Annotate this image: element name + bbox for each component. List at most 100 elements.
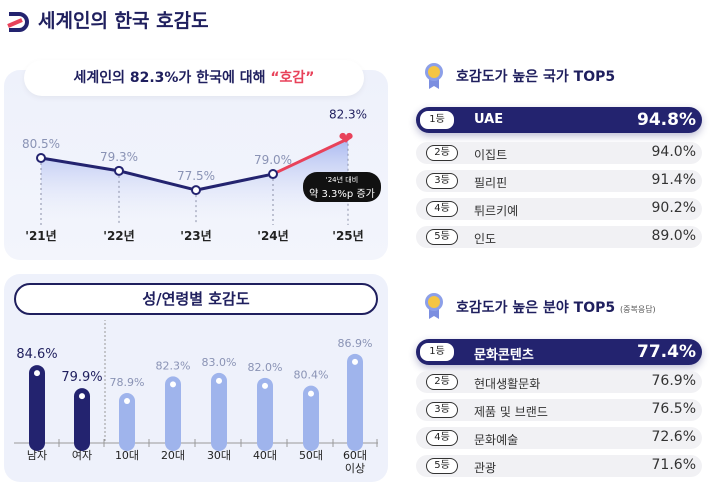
line-chart: 80.5% '21년 79.3% '22년 77.5% '23년 79.0% '24년 ❤ 82.… [22,108,367,243]
medal-icon [425,63,443,89]
rank-row: 5등 인도 89.0% [416,226,702,248]
x-tick-label: 이상 [345,462,365,475]
data-label: 79.3% [100,150,138,164]
item-name: 문화콘텐츠 [474,348,534,363]
series-segment [195,172,274,192]
x-tick-label: '24년 [257,229,288,243]
rank-row: 1등 UAE 94.8% [416,107,702,133]
item-value: 89.0% [651,228,696,244]
item-name: 튀르키예 [474,204,519,218]
item-name: 이집트 [474,148,508,162]
rank-row: 4등 튀르키예 90.2% [416,198,702,220]
data-label: 86.9% [338,337,373,350]
data-label: 79.0% [254,153,292,167]
item-name: 관광 [474,461,497,475]
data-label: 79.9% [61,370,102,385]
bar [119,393,135,451]
rank-badge: 5등 [426,458,458,474]
item-value: 90.2% [651,200,696,216]
rank-badge: 2등 [426,374,458,390]
item-name: 문화예술 [474,433,519,447]
bar-dot [262,382,268,389]
bar-dot [216,377,222,384]
bar-dot [34,370,40,377]
bar [347,353,363,451]
data-point [268,169,278,180]
item-value: 91.4% [651,172,696,188]
item-name: 현대생활문화 [474,377,541,391]
medal-icon [425,293,443,319]
callout-main: 약 3.3%p 증가 [309,189,375,200]
bar [211,372,227,451]
bar [303,385,319,451]
rank-badge: 1등 [420,343,454,361]
item-name: 인도 [474,232,497,246]
rank-badge: 1등 [420,111,454,129]
item-value: 72.6% [651,429,696,445]
item-value: 94.8% [637,110,696,130]
fields-note: (중복응답) [620,305,656,314]
data-point [36,153,46,163]
countries-title: 호감도가 높은 국가 TOP5 [456,69,616,85]
x-tick-label: 20대 [161,449,185,462]
x-tick-label: '25년 [332,229,363,243]
rank-badge: 2등 [426,145,458,161]
series-segment [118,169,197,192]
item-name: 제품 및 브랜드 [474,405,548,419]
rank-badge: 3등 [426,402,458,418]
data-point [191,185,201,196]
rank-row: 3등 필리핀 91.4% [416,170,702,192]
item-value: 94.0% [651,144,696,160]
item-value: 71.6% [651,457,696,473]
rank-badge: 3등 [426,173,458,189]
data-label: 80.5% [22,137,60,151]
data-label: 82.3% [156,359,191,372]
x-tick-label: 여자 [72,449,92,462]
x-tick-label: 남자 [27,449,47,462]
data-label: 82.0% [248,361,283,374]
series-segment [40,156,120,173]
data-point [114,165,124,176]
callout-small: '24년 대비 [325,176,359,184]
bar-dot [79,393,85,400]
rank-row: 4등 문화예술 72.6% [416,427,702,449]
bar [29,365,45,451]
x-tick-label: 50대 [299,449,323,462]
fields-title: 호감도가 높은 분야 TOP5 (중복응답) [456,297,656,317]
bar-chart: 84.6% 남자 79.9% 여자 78.9% 10대 82.3% 20대 83.0% 30대 82… [14,320,378,475]
rank-row: 5등 관광 71.6% [416,455,702,477]
x-tick-label: 30대 [207,449,231,462]
bar [165,376,181,451]
item-value: 76.9% [651,373,696,389]
item-value: 77.4% [637,342,696,362]
rank-badge: 4등 [426,201,458,217]
area-fill [41,138,348,225]
headline-text: 세계인의 82.3%가 한국에 대해 [73,70,271,86]
data-label: 84.6% [16,347,57,362]
trend-headline: 세계인의 82.3%가 한국에 대해 “호감” [24,60,364,96]
item-value: 76.5% [651,401,696,417]
rank-row: 1등 문화콘텐츠 77.4% [416,339,702,365]
item-name: UAE [474,112,504,127]
data-label: 82.3% [329,108,367,122]
fields-title-text: 호감도가 높은 분야 TOP5 [456,300,616,316]
x-tick-label: 60대 [343,449,367,462]
bar [74,388,90,451]
data-label: 83.0% [202,356,237,369]
heart-icon: ❤ [338,129,353,150]
rank-badge: 5등 [426,229,458,245]
rank-row: 2등 현대생활문화 76.9% [416,371,702,393]
bar-dot [352,358,358,365]
demographic-title: 성/연령별 호감도 [14,283,378,315]
x-tick-label: '21년 [25,229,56,243]
x-tick-label: '22년 [103,229,134,243]
increase-callout: '24년 대비 약 3.3%p 증가 [303,172,381,202]
rank-badge: 4등 [426,430,458,446]
series-segment [272,137,349,176]
item-name: 필리핀 [474,176,508,190]
bar-dot [170,381,176,388]
x-tick-label: 40대 [253,449,277,462]
data-label: 77.5% [177,169,215,183]
page-title: 세계인의 한국 호감도 [38,10,209,32]
x-tick-label: '23년 [180,229,211,243]
